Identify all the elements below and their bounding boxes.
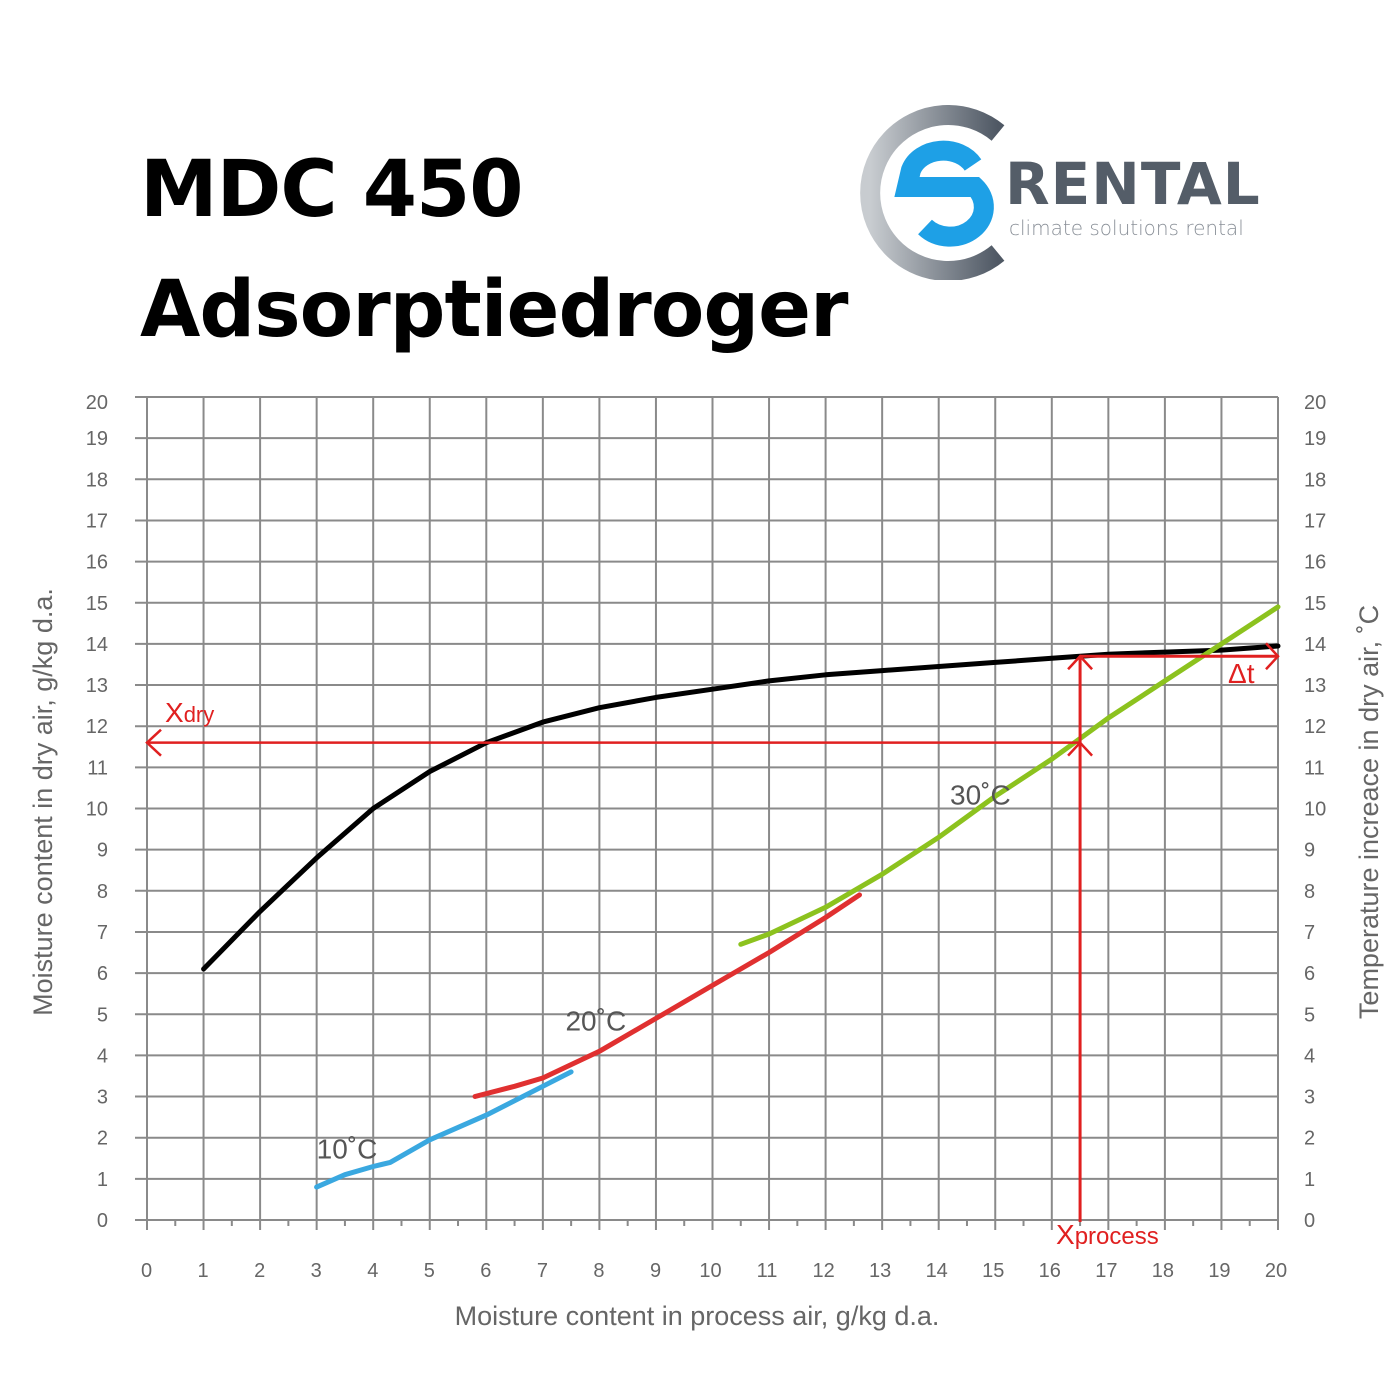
y-tick-label: 20 xyxy=(86,392,108,414)
x-tick-label: 0 xyxy=(141,1260,152,1282)
series-group: 10˚C 20˚C 30˚C xyxy=(201,604,1281,1190)
x-tick-label: 20 xyxy=(1265,1260,1287,1282)
x-tick-label: 2 xyxy=(254,1260,265,1282)
y2-tick-label: 5 xyxy=(1304,1004,1315,1026)
series-label: 30˚C xyxy=(950,779,1011,810)
x-tick-label: 12 xyxy=(812,1260,834,1282)
y2-tick-label: 7 xyxy=(1304,922,1315,944)
x-tick-label: 10 xyxy=(699,1260,721,1282)
company-logo: RENTAL climate solutions rental xyxy=(855,105,1260,281)
y-tick-label: 5 xyxy=(97,1004,108,1026)
xprocess-label: Xprocess xyxy=(1056,1219,1159,1250)
y2-tick-label: 19 xyxy=(1304,428,1326,450)
y-tick-label: 9 xyxy=(97,840,108,862)
x-tick-label: 19 xyxy=(1208,1260,1230,1282)
x-tick-label: 8 xyxy=(593,1260,604,1282)
series-line-10C xyxy=(314,1069,574,1190)
x-tick-label: 5 xyxy=(424,1260,435,1282)
x-tick-label: 1 xyxy=(198,1260,209,1282)
y-tick-label: 15 xyxy=(86,593,108,615)
y2-tick-label: 4 xyxy=(1304,1045,1315,1067)
y2-tick-label: 15 xyxy=(1304,593,1326,615)
y-tick-label: 0 xyxy=(97,1210,108,1232)
series-label: 10˚C xyxy=(317,1133,378,1164)
y2-axis-label: Temperature increace in dry air, ˚C xyxy=(1354,605,1384,1019)
y2-tick-label: 3 xyxy=(1304,1087,1315,1109)
y2-tick-label: 16 xyxy=(1304,552,1326,574)
y-tick-label: 7 xyxy=(97,922,108,944)
series-line-20C xyxy=(472,892,862,1099)
grid xyxy=(135,396,1279,1230)
y2-tick-label: 18 xyxy=(1304,469,1326,491)
logo-mark-icon xyxy=(860,105,1005,281)
logo-tagline: climate solutions rental xyxy=(1009,216,1244,240)
y-tick-label: 10 xyxy=(86,799,108,821)
y2-tick-label: 12 xyxy=(1304,716,1326,738)
delta-t-label: Δt xyxy=(1228,658,1255,689)
y2-tick-label: 14 xyxy=(1304,634,1326,656)
y2-tick-label: 6 xyxy=(1304,963,1315,985)
series-label: 20˚C xyxy=(565,1006,626,1037)
y2-tick-label: 0 xyxy=(1304,1210,1315,1232)
y2-tick-label: 8 xyxy=(1304,881,1315,903)
y-tick-label: 1 xyxy=(97,1169,108,1191)
x-tick-label: 15 xyxy=(982,1260,1004,1282)
x-tick-label: 18 xyxy=(1152,1260,1174,1282)
x-tick-label: 9 xyxy=(650,1260,661,1282)
product-title: MDC 450 xyxy=(140,145,524,235)
y-axis-label: Moisture content in dry air, g/kg d.a. xyxy=(28,588,58,1016)
y-tick-label: 14 xyxy=(86,634,108,656)
y-tick-label: 17 xyxy=(86,510,108,532)
x-tick-label: 13 xyxy=(869,1260,891,1282)
y-tick-label: 18 xyxy=(86,469,108,491)
xprocess-arrowhead xyxy=(1067,654,1093,671)
y2-tick-label: 1 xyxy=(1304,1169,1315,1191)
annotations: Xdry Xprocess Δt xyxy=(145,642,1280,1250)
x-tick-label: 6 xyxy=(480,1260,491,1282)
x-tick-label: 7 xyxy=(537,1260,548,1282)
series-line-30C xyxy=(738,604,1281,947)
product-subtitle: Adsorptiedroger xyxy=(140,265,849,355)
y-tick-label: 19 xyxy=(86,428,108,450)
y-tick-label: 16 xyxy=(86,552,108,574)
x-tick-label: 11 xyxy=(757,1260,778,1282)
x-tick-label: 14 xyxy=(926,1260,948,1282)
y2-tick-label: 10 xyxy=(1304,799,1326,821)
x-tick-label: 17 xyxy=(1095,1260,1117,1282)
x-tick-label: 16 xyxy=(1039,1260,1061,1282)
y-tick-label: 3 xyxy=(97,1087,108,1109)
x-tick-label: 4 xyxy=(367,1260,378,1282)
y-tick-label: 8 xyxy=(97,881,108,903)
y-tick-label: 2 xyxy=(97,1128,108,1150)
y-tick-label: 13 xyxy=(86,675,108,697)
tick-labels: 0 1 2 3 4 5 6 7 8 9 10 11 12 13 14 15 16 17 18 19 200 01 12 23 3… xyxy=(86,392,1327,1282)
x-tick-label: 3 xyxy=(311,1260,322,1282)
x-axis-label: Moisture content in process air, g/kg d.… xyxy=(455,1301,940,1331)
y2-tick-label: 13 xyxy=(1304,675,1326,697)
y-tick-label: 12 xyxy=(86,716,108,738)
y2-tick-label: 9 xyxy=(1304,840,1315,862)
dt-arrowhead xyxy=(1265,642,1280,671)
xdry-arrowhead xyxy=(145,728,162,757)
y2-tick-label: 20 xyxy=(1304,392,1326,414)
y2-tick-label: 2 xyxy=(1304,1128,1315,1150)
y2-tick-label: 17 xyxy=(1304,510,1326,532)
y-tick-label: 6 xyxy=(97,963,108,985)
y2-tick-label: 11 xyxy=(1304,757,1325,779)
y-tick-label: 11 xyxy=(87,757,108,779)
logo-wordmark: RENTAL xyxy=(1005,150,1261,218)
y-tick-label: 4 xyxy=(97,1045,108,1067)
xdry-label: Xdry xyxy=(165,697,214,728)
